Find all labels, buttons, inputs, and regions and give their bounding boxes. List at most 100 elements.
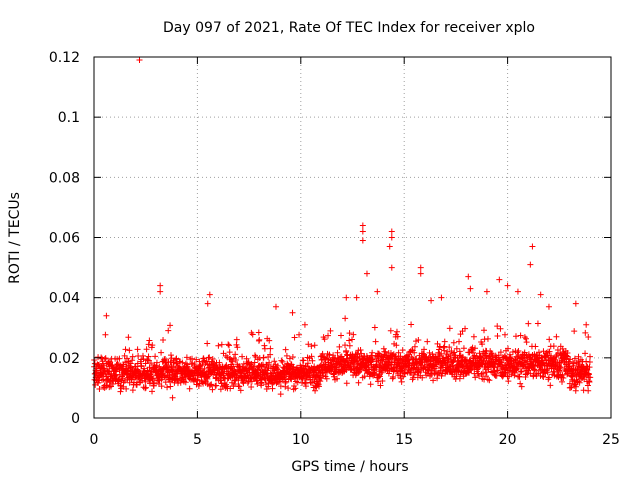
data-point: [527, 261, 534, 268]
data-point: [397, 353, 404, 360]
data-point: [523, 339, 530, 346]
data-point: [233, 336, 240, 343]
data-point: [377, 352, 384, 359]
data-point: [446, 325, 453, 332]
data-point: [586, 364, 593, 371]
data-point: [382, 348, 389, 355]
data-point: [342, 315, 349, 322]
data-point: [334, 349, 341, 356]
data-point: [552, 356, 559, 363]
data-point: [106, 370, 113, 377]
data-point: [553, 333, 560, 340]
data-point: [570, 360, 577, 367]
data-point: [289, 309, 296, 316]
data-point: [186, 385, 193, 392]
data-point: [429, 354, 436, 361]
data-point: [421, 346, 428, 353]
data-point: [505, 378, 512, 385]
data-point: [388, 264, 395, 271]
data-point: [545, 303, 552, 310]
data-point: [199, 361, 206, 368]
data-point: [286, 355, 293, 362]
data-point: [317, 378, 324, 385]
data-point: [125, 334, 132, 341]
data-point: [514, 365, 521, 372]
data-point: [446, 344, 453, 351]
data-point: [564, 371, 571, 378]
data-point: [291, 334, 298, 341]
data-point: [484, 335, 491, 342]
data-point: [218, 380, 225, 387]
data-point: [129, 387, 136, 394]
data-point: [299, 375, 306, 382]
data-point: [456, 338, 463, 345]
data-point: [582, 350, 589, 357]
data-point: [586, 358, 593, 365]
data-point: [227, 385, 234, 392]
data-point: [518, 383, 525, 390]
data-point: [183, 354, 190, 361]
data-point: [507, 353, 514, 360]
data-point: [585, 387, 592, 394]
data-point: [164, 384, 171, 391]
data-point: [256, 336, 263, 343]
data-point: [330, 352, 337, 359]
data-point: [102, 355, 109, 362]
data-point: [279, 358, 286, 365]
data-point: [417, 264, 424, 271]
data-point: [107, 359, 114, 366]
x-axis-label: GPS time / hours: [291, 459, 408, 475]
data-point: [209, 356, 216, 363]
data-point: [123, 371, 130, 378]
data-point: [494, 323, 501, 330]
data-point: [494, 333, 501, 339]
data-point: [559, 378, 566, 385]
data-point: [146, 337, 153, 344]
data-point: [397, 372, 404, 379]
data-point: [138, 362, 145, 369]
data-point: [405, 361, 412, 368]
y-axis-label: ROTI / TECUs: [7, 192, 23, 284]
data-point: [494, 367, 501, 374]
data-point: [209, 386, 216, 393]
data-point: [467, 285, 474, 292]
data-point: [323, 375, 330, 382]
data-point: [514, 349, 521, 356]
data-point: [249, 331, 256, 338]
data-point: [126, 347, 133, 354]
data-point: [438, 294, 445, 301]
x-tick-label: 20: [499, 432, 517, 448]
data-point: [244, 379, 251, 386]
data-point: [525, 320, 532, 327]
data-point: [141, 365, 148, 372]
data-point: [157, 282, 164, 289]
x-tick-label: 25: [602, 432, 620, 448]
data-point: [124, 355, 131, 362]
data-point: [136, 57, 143, 64]
y-tick-label: 0.08: [49, 170, 80, 186]
data-point: [358, 366, 365, 373]
data-point: [142, 360, 149, 367]
data-point: [358, 350, 365, 357]
data-point: [473, 352, 480, 359]
data-point: [560, 374, 567, 381]
data-point: [144, 356, 151, 363]
data-point: [399, 347, 406, 354]
data-point: [143, 346, 150, 353]
data-point: [272, 303, 279, 310]
data-point: [540, 373, 547, 380]
data-point: [546, 348, 553, 355]
data-point: [129, 353, 136, 360]
data-point: [517, 380, 524, 387]
data-point: [267, 351, 274, 358]
data-point: [557, 364, 564, 371]
data-point: [531, 366, 538, 373]
data-point: [411, 343, 418, 350]
x-tick-label: 10: [292, 432, 310, 448]
data-point: [459, 353, 466, 360]
data-point: [232, 351, 239, 358]
data-point: [269, 385, 276, 392]
data-point: [472, 345, 479, 352]
data-point: [195, 383, 202, 390]
data-point: [203, 358, 210, 365]
